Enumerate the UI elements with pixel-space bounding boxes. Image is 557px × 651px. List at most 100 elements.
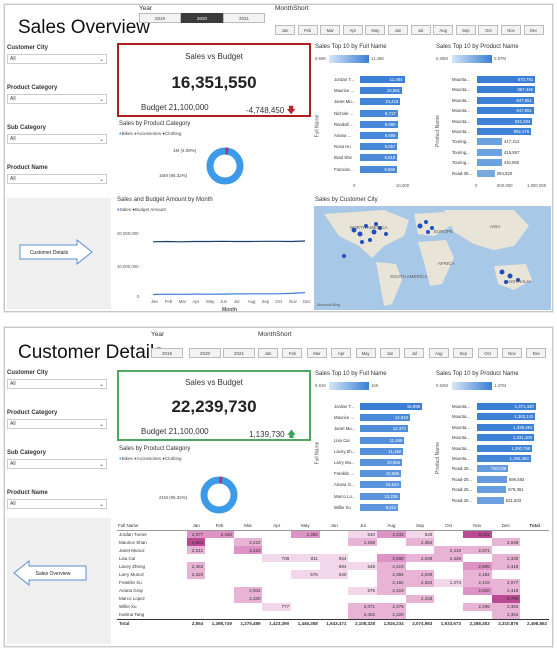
matrix-header[interactable]: Aug (377, 522, 406, 531)
month-button-feb[interactable]: Feb (297, 25, 318, 35)
month-button-feb[interactable]: Feb (282, 348, 303, 358)
bar[interactable] (360, 403, 422, 410)
bar[interactable] (360, 87, 403, 95)
bar[interactable] (477, 465, 509, 473)
bar[interactable] (360, 414, 411, 422)
month-button-dec[interactable]: Dec (523, 25, 544, 35)
matrix-header[interactable]: Nov (462, 522, 492, 531)
filter-dropdown[interactable]: All ⌄ (7, 419, 107, 429)
matrix-header[interactable]: Oct (434, 522, 463, 531)
matrix-row-name[interactable]: Jordan Turner (117, 530, 187, 539)
filter-dropdown[interactable]: All ⌄ (7, 54, 107, 64)
bar[interactable] (360, 109, 398, 117)
customer-month-matrix[interactable]: Full Name Jan Feb Mar Apr May Jun Jul Aug Sep Oct N… (117, 522, 551, 644)
matrix-row-name[interactable]: Larry Munoz (117, 570, 187, 579)
month-button-mar[interactable]: Mar (320, 25, 341, 35)
year-2021-button[interactable]: 2021 (223, 13, 265, 23)
bar[interactable] (477, 96, 534, 104)
bar[interactable] (360, 492, 400, 500)
filter-dropdown[interactable]: All ⌄ (7, 379, 107, 389)
bar[interactable] (477, 444, 533, 452)
month-button-mar[interactable]: Mar (306, 348, 327, 358)
line-plot[interactable] (149, 216, 309, 300)
filter-dropdown[interactable]: All ⌄ (7, 499, 107, 509)
month-button-sep[interactable]: Sep (455, 25, 476, 35)
year-2019-button[interactable]: 2019 (139, 13, 181, 23)
matrix-header[interactable]: Dec (491, 522, 521, 531)
matrix-header[interactable]: Mar (233, 522, 263, 531)
bar[interactable] (360, 459, 403, 466)
year-2019-button[interactable]: 2019 (151, 348, 183, 358)
matrix-header[interactable]: Jul (348, 522, 378, 531)
matrix-row-name[interactable]: Willie Xu (117, 602, 187, 611)
bar[interactable] (477, 475, 507, 483)
bar[interactable] (477, 117, 533, 125)
sales-overview-nav-button[interactable] (13, 560, 87, 586)
month-button-apr[interactable]: Apr (342, 25, 363, 35)
bar[interactable] (477, 455, 531, 462)
month-button-oct[interactable]: Oct (477, 348, 498, 358)
filter-dropdown[interactable]: All ⌄ (7, 134, 107, 144)
donut-ring[interactable] (197, 473, 241, 517)
sales-line[interactable] (152, 292, 306, 296)
bar[interactable] (360, 481, 401, 489)
bar[interactable] (360, 98, 401, 106)
bar[interactable] (360, 76, 405, 83)
donut-ring[interactable] (203, 144, 247, 188)
month-button-jul[interactable]: Jul (410, 25, 431, 35)
matrix-header[interactable]: Jun (319, 522, 349, 531)
matrix-header[interactable]: Feb (205, 522, 234, 531)
bar[interactable] (477, 159, 502, 167)
filter-dropdown[interactable]: All ⌄ (7, 174, 107, 184)
bar[interactable] (477, 76, 536, 83)
bar[interactable] (477, 496, 504, 504)
matrix-row-name[interactable]: Maurice Shan (117, 538, 187, 547)
bar[interactable] (477, 169, 495, 177)
month-button-jun[interactable]: Jun (380, 348, 400, 358)
bar[interactable] (360, 470, 402, 478)
month-button-jul[interactable]: Jul (404, 348, 425, 358)
bar[interactable] (477, 403, 536, 410)
bar[interactable] (360, 447, 404, 455)
map-canvas[interactable]: NORTH AMERICA EUROPE ASIA AFRICA SOUTH A… (314, 206, 551, 310)
matrix-header[interactable]: Sep (405, 522, 435, 531)
matrix-header[interactable]: May (291, 522, 320, 531)
bar[interactable] (360, 165, 398, 173)
budget-line[interactable] (152, 240, 306, 243)
matrix-row-name[interactable]: Marco Lopez (117, 594, 187, 603)
matrix-header[interactable]: Jan (187, 522, 206, 531)
month-button-aug[interactable]: Aug (433, 25, 454, 35)
month-button-oct[interactable]: Oct (478, 25, 499, 35)
bar[interactable] (360, 120, 398, 128)
bar[interactable] (477, 148, 502, 156)
bar[interactable] (360, 436, 405, 444)
year-2020-button[interactable]: 2020 (189, 348, 221, 358)
filter-dropdown[interactable]: All ⌄ (7, 459, 107, 469)
month-button-nov[interactable]: Nov (502, 348, 522, 358)
month-button-jan[interactable]: Jan (258, 348, 278, 358)
bar[interactable] (477, 434, 535, 442)
matrix-row-name[interactable]: Franklin Xu (117, 578, 187, 587)
bar[interactable] (477, 486, 507, 494)
month-button-nov[interactable]: Nov (501, 25, 521, 35)
matrix-row-name[interactable]: Janet Munoz (117, 546, 187, 555)
bar[interactable] (477, 86, 536, 94)
matrix-row-name[interactable]: Lacey Zheng (117, 562, 187, 571)
month-button-may[interactable]: May (365, 25, 386, 35)
matrix-header[interactable]: Apr (262, 522, 292, 531)
year-2020-button[interactable]: 2020 (181, 13, 223, 23)
bar[interactable] (360, 154, 398, 162)
matrix-header-total[interactable]: Total (520, 522, 549, 531)
bar[interactable] (477, 413, 536, 421)
month-button-apr[interactable]: Apr (331, 348, 352, 358)
matrix-row-name[interactable]: Ariana Gray (117, 586, 187, 595)
bar[interactable] (360, 503, 399, 511)
month-button-dec[interactable]: Dec (526, 348, 547, 358)
bar[interactable] (477, 423, 535, 431)
bar[interactable] (477, 107, 534, 115)
bar[interactable] (360, 132, 398, 139)
bar[interactable] (360, 425, 408, 433)
customer-details-nav-button[interactable] (19, 239, 93, 265)
filter-dropdown[interactable]: All ⌄ (7, 94, 107, 104)
bar[interactable] (477, 138, 503, 146)
